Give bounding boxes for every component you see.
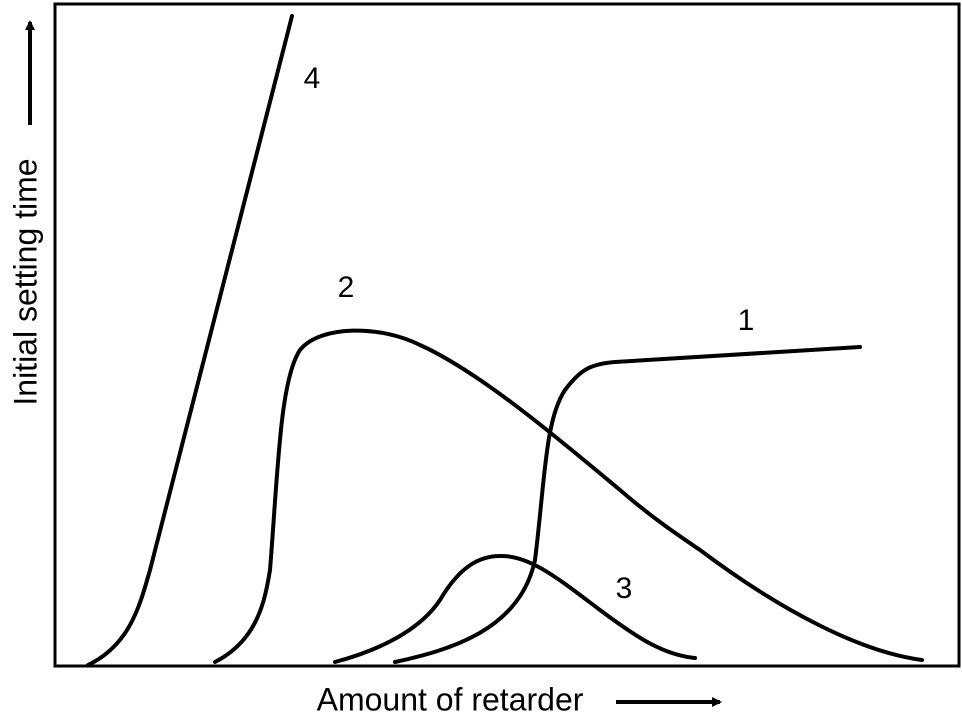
curve-label: 1 <box>738 304 755 337</box>
curve-1 <box>393 345 862 664</box>
y-axis-label: Initial setting time <box>7 158 43 405</box>
curve-3 <box>333 553 697 664</box>
x-axis-label: Amount of retarder <box>317 681 584 717</box>
curve-label: 3 <box>616 572 633 605</box>
plot-frame <box>53 2 961 668</box>
curve-label: 2 <box>338 271 355 304</box>
curve-4 <box>86 14 294 667</box>
curve-2 <box>213 328 924 664</box>
curve-label: 4 <box>304 62 321 95</box>
